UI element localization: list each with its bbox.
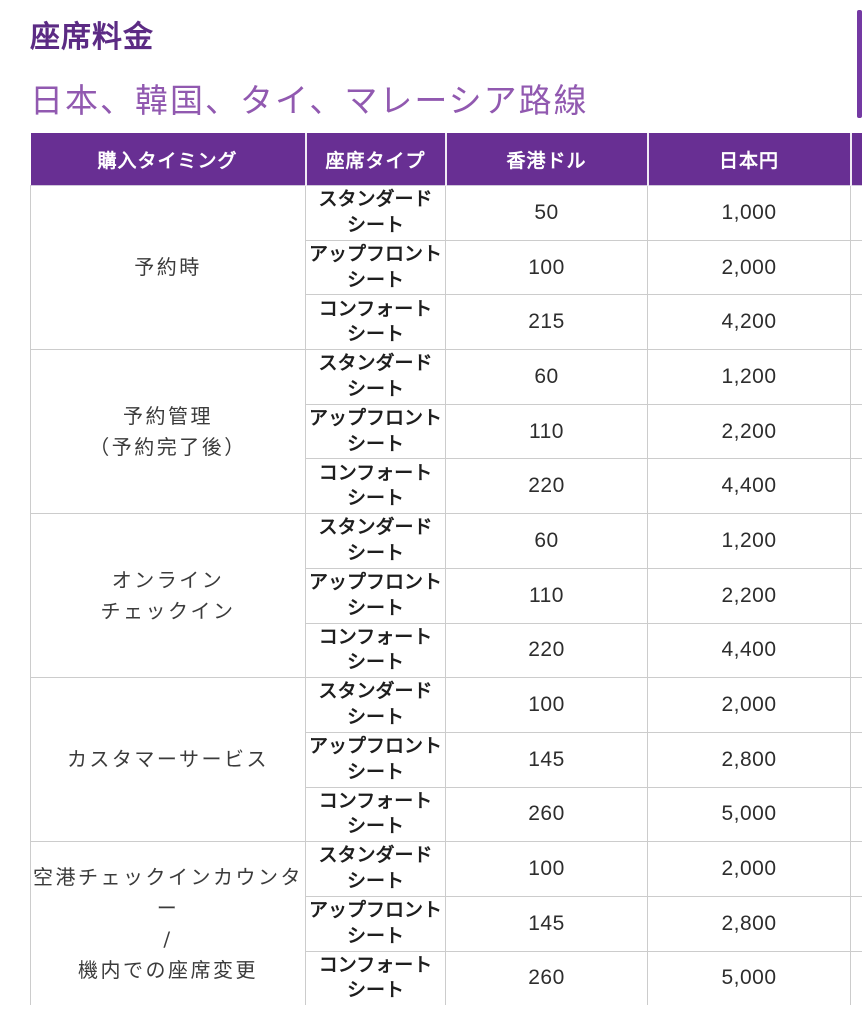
header-seat-type: 座席タイプ	[305, 133, 447, 186]
seat-type-cell: アップフロント シート	[305, 403, 446, 460]
cutoff-cell	[850, 513, 862, 569]
table-row: コンフォート シート 215 4,200	[31, 294, 862, 351]
table-viewport: 購入タイミング 座席タイプ 香港ドル 日本円 予約時 スタンダード シート 50…	[30, 133, 862, 1005]
cutoff-cell	[850, 294, 862, 351]
table-row: コンフォート シート 260 5,000	[31, 786, 862, 843]
hkd-cell: 145	[445, 731, 648, 788]
cutoff-cell	[850, 895, 862, 952]
hkd-cell: 110	[445, 403, 648, 460]
jpy-cell: 4,400	[647, 622, 851, 679]
table-row: コンフォート シート 220 4,400	[31, 458, 862, 515]
hkd-cell: 220	[445, 622, 648, 679]
jpy-cell: 2,200	[647, 403, 851, 460]
seat-type-cell: アップフロント シート	[305, 731, 446, 788]
page-title: 座席料金	[30, 20, 154, 55]
table-row: 空港チェックインカウンター / 機内での座席変更 スタンダード シート 100 …	[30, 841, 862, 1005]
jpy-cell: 1,000	[647, 185, 851, 241]
cutoff-cell	[850, 349, 862, 405]
cutoff-cell	[850, 567, 862, 624]
jpy-cell: 2,800	[647, 731, 851, 788]
header-cutoff-column	[850, 133, 862, 186]
cutoff-cell	[850, 786, 862, 843]
section-subtitle: 日本、韓国、タイ、マレーシア路線	[30, 81, 589, 120]
jpy-cell: 4,400	[647, 458, 851, 515]
hkd-cell: 50	[445, 185, 648, 241]
seat-type-cell: コンフォート シート	[305, 950, 446, 1005]
hkd-cell: 110	[445, 567, 648, 624]
seat-type-cell: コンフォート シート	[305, 294, 446, 351]
cutoff-cell	[850, 731, 862, 788]
seat-type-cell: スタンダード シート	[305, 677, 446, 733]
timing-cell-booking: 予約時	[30, 184, 306, 351]
jpy-cell: 5,000	[647, 950, 851, 1005]
seat-type-cell: コンフォート シート	[305, 786, 446, 843]
timing-cell-online-checkin: オンライン チェックイン	[30, 513, 306, 679]
hkd-cell: 215	[445, 294, 648, 351]
jpy-cell: 5,000	[647, 786, 851, 843]
hkd-cell: 100	[445, 841, 648, 897]
seat-fee-table: 購入タイミング 座席タイプ 香港ドル 日本円 予約時 スタンダード シート 50…	[30, 133, 862, 1005]
seat-type-cell: コンフォート シート	[305, 622, 446, 679]
header-hkd: 香港ドル	[445, 133, 649, 186]
header-jpy: 日本円	[647, 133, 852, 186]
hkd-cell: 100	[445, 677, 648, 733]
seat-type-cell: スタンダード シート	[305, 841, 446, 897]
cutoff-cell	[850, 239, 862, 296]
seat-type-cell: スタンダード シート	[305, 185, 446, 241]
table-row: オンライン チェックイン スタンダード シート 60 1,200	[30, 513, 862, 679]
jpy-cell: 2,000	[647, 239, 851, 296]
header-purchase-timing: 購入タイミング	[30, 133, 307, 186]
table-header-row: 購入タイミング 座席タイプ 香港ドル 日本円	[30, 133, 862, 186]
seat-type-cell: スタンダード シート	[305, 513, 446, 569]
hkd-cell: 60	[445, 349, 648, 405]
hkd-cell: 100	[445, 239, 648, 296]
table-row: アップフロント シート 100 2,000	[31, 239, 862, 296]
jpy-cell: 1,200	[647, 349, 851, 405]
hkd-cell: 145	[445, 895, 648, 952]
jpy-cell: 1,200	[647, 513, 851, 569]
table-row: カスタマーサービス スタンダード シート 100 2,000	[30, 677, 862, 843]
timing-cell-customer-service: カスタマーサービス	[30, 677, 306, 843]
cutoff-cell	[850, 841, 862, 897]
jpy-cell: 2,000	[647, 677, 851, 733]
hkd-cell: 260	[445, 786, 648, 843]
timing-cell-manage-booking: 予約管理 （予約完了後）	[30, 349, 306, 515]
table-row: コンフォート シート 260 5,000	[31, 950, 862, 1005]
cutoff-cell	[850, 950, 862, 1005]
seat-type-cell: アップフロント シート	[305, 567, 446, 624]
table-row: 予約時 スタンダード シート 50 1,000	[30, 184, 862, 351]
cutoff-cell	[850, 458, 862, 515]
scrollbar-thumb[interactable]	[857, 10, 862, 118]
cutoff-cell	[850, 185, 862, 241]
timing-cell-airport-counter: 空港チェックインカウンター / 機内での座席変更	[30, 841, 306, 1005]
jpy-cell: 2,800	[647, 895, 851, 952]
table-row: 予約管理 （予約完了後） スタンダード シート 60 1,200	[30, 349, 862, 515]
jpy-cell: 4,200	[647, 294, 851, 351]
table-row: アップフロント シート 110 2,200	[31, 567, 862, 624]
hkd-cell: 60	[445, 513, 648, 569]
cutoff-cell	[850, 403, 862, 460]
jpy-cell: 2,000	[647, 841, 851, 897]
cutoff-cell	[850, 677, 862, 733]
cutoff-cell	[850, 622, 862, 679]
seat-type-cell: スタンダード シート	[305, 349, 446, 405]
seat-type-cell: アップフロント シート	[305, 895, 446, 952]
seat-type-cell: コンフォート シート	[305, 458, 446, 515]
table-row: アップフロント シート 145 2,800	[31, 895, 862, 952]
hkd-cell: 260	[445, 950, 648, 1005]
seat-type-cell: アップフロント シート	[305, 239, 446, 296]
hkd-cell: 220	[445, 458, 648, 515]
jpy-cell: 2,200	[647, 567, 851, 624]
table-row: アップフロント シート 110 2,200	[31, 403, 862, 460]
table-row: コンフォート シート 220 4,400	[31, 622, 862, 679]
